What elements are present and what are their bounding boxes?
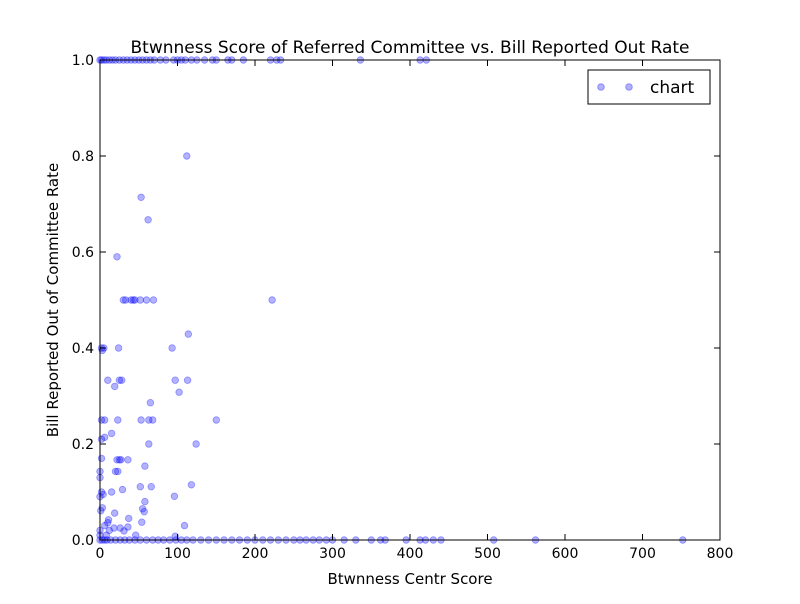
x-tick-label: 500 [474,546,501,562]
legend-marker [597,83,605,91]
data-point [98,346,106,355]
data-point [129,296,137,304]
data-point [144,216,152,224]
x-tick-label: 400 [397,546,424,562]
data-point [119,296,127,304]
data-point [168,344,176,352]
data-point [114,467,122,476]
legend: chart [587,69,711,105]
data-point [117,456,125,464]
plot-frame [99,59,721,541]
data-point [97,435,106,443]
data-point [147,483,155,491]
x-axis-label: Btwnness Centr Score [327,570,492,588]
data-point [111,467,120,476]
data-point [113,456,121,464]
data-point [104,519,112,527]
data-point [142,296,151,304]
data-point [131,531,140,539]
data-point [180,521,189,530]
data-point [115,376,124,384]
data-point [149,296,158,304]
data-point [183,376,192,384]
data-point [100,521,109,530]
ticks-layer: 0 100 200 300 400 500 600 700 800 0.0 0.2 0.4 0.6 0.8… [72,53,734,562]
data-point [114,344,123,352]
data-point [171,376,179,384]
data-point [148,416,157,424]
data-point [121,296,130,304]
data-point [138,518,146,526]
chart-title: Btwnness Score of Referred Committee vs.… [130,38,689,58]
data-point [141,497,149,506]
data-point [114,416,122,424]
y-tick-label: 0.0 [72,533,94,549]
data-point [116,524,124,532]
x-tick-label: 100 [164,546,191,562]
data-point [136,483,144,491]
data-point [136,296,144,304]
data-point [97,454,106,463]
data-point [124,523,132,531]
data-point [145,440,153,448]
data-point [98,504,106,512]
data-point [140,508,148,516]
plot-area-background [100,60,720,540]
data-point [107,429,116,438]
x-tick-label: 200 [242,546,269,562]
data-point [97,507,105,515]
data-point [124,514,133,523]
data-point [124,456,132,464]
data-point [137,416,145,424]
data-point [183,152,191,160]
data-point [175,388,183,396]
data-point [184,330,192,338]
data-point [110,524,118,532]
data-point [102,531,110,539]
data-point [105,526,113,535]
data-point [131,296,139,304]
data-point [146,399,155,407]
x-tick-label: 700 [629,546,656,562]
data-point [120,527,128,535]
data-point [138,505,147,513]
data-point [145,416,153,424]
data-point [110,382,119,391]
legend-label: chart [650,78,695,98]
data-point [115,456,124,464]
data-point [187,481,196,489]
data-point [110,509,119,517]
data-point [100,416,109,424]
data-point [104,516,113,524]
data-point [107,488,116,496]
y-tick-label: 1.0 [72,53,94,69]
data-point [118,485,127,494]
x-tick-label: 0 [96,546,105,562]
x-tick-label: 600 [552,546,579,562]
y-tick-label: 0.4 [72,341,94,357]
x-tick-label: 300 [319,546,346,562]
data-point [170,492,179,500]
data-point [141,462,149,470]
data-point [268,296,276,304]
legend-marker [625,83,633,91]
data-point [100,433,109,441]
y-tick-label: 0.8 [72,149,94,165]
x-tick-label: 800 [707,546,734,562]
data-point [127,296,135,304]
y-axis-label: Bill Reported Out of Committee Rate [44,163,62,437]
legend-box [587,69,711,105]
data-point [113,253,121,261]
y-tick-label: 0.6 [72,245,94,261]
data-point [192,440,200,448]
data-point [117,376,126,384]
data-point [104,376,112,384]
data-point [137,193,145,201]
y-tick-label: 0.2 [72,437,94,453]
data-point [212,416,220,424]
